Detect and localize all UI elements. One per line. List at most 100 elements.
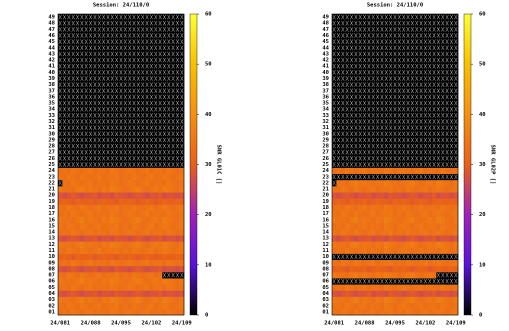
heatmap-cell [449, 284, 454, 291]
heatmap-cell [384, 265, 389, 273]
heatmap-cell [92, 210, 98, 218]
heatmap-cell [75, 290, 81, 297]
heatmap-cell [140, 192, 146, 199]
heatmap-cell [118, 259, 124, 267]
y-tick-label: 38 [48, 82, 55, 88]
heatmap-cell [175, 284, 180, 291]
heatmap-cell [75, 198, 81, 205]
heatmap-cell [388, 302, 394, 310]
heatmap-cell [332, 216, 337, 224]
heatmap-cell [110, 253, 115, 261]
heatmap-cell [405, 179, 411, 187]
y-tick-label: 33 [322, 113, 329, 119]
heatmap-cell [397, 192, 402, 199]
heatmap-cell [353, 302, 359, 310]
heatmap-cell [444, 284, 450, 291]
heatmap-cell [332, 308, 337, 316]
heatmap-cell [453, 284, 459, 291]
heatmap-cell [410, 204, 415, 211]
heatmap-cell [384, 216, 389, 224]
heatmap-cell [127, 253, 133, 261]
heatmap-cell [131, 259, 137, 267]
heatmap-cell [175, 253, 180, 261]
heatmap-cell [62, 308, 67, 316]
heatmap-cell [88, 308, 94, 316]
heatmap-cell [127, 216, 133, 224]
heatmap-cell [401, 284, 407, 291]
heatmap-cell [410, 290, 415, 297]
heatmap-cell [332, 222, 337, 230]
heatmap-cell [105, 308, 111, 316]
heatmap-cell [345, 210, 350, 218]
y-tick-label: 21 [322, 187, 329, 193]
heatmap-cell [79, 198, 85, 205]
heatmap-cell [71, 302, 76, 310]
heatmap-cell [157, 265, 163, 273]
heatmap-cell [453, 302, 459, 310]
heatmap-cell [127, 308, 133, 316]
heatmap-cell [166, 204, 172, 211]
heatmap-cell [153, 259, 159, 267]
heatmap-cell [162, 173, 167, 181]
heatmap-cell [340, 284, 346, 291]
heatmap-cell [136, 265, 141, 273]
heatmap-cell [332, 296, 337, 304]
heatmap-cell [440, 210, 446, 218]
heatmap-cell [162, 278, 167, 285]
heatmap-cell [62, 186, 67, 193]
heatmap-cell [379, 272, 385, 279]
heatmap-cell [418, 222, 424, 230]
heatmap-cell [449, 186, 454, 193]
heatmap-cell [101, 179, 107, 187]
heatmap-cell [410, 192, 415, 199]
heatmap-cell [136, 253, 141, 261]
heatmap-cell [71, 173, 76, 181]
heatmap-cell [110, 229, 115, 236]
heatmap-cell [66, 259, 72, 267]
heatmap-cell [66, 198, 72, 205]
y-tick-label: 08 [48, 266, 55, 272]
heatmap-cell [366, 186, 372, 193]
heatmap-cell [453, 241, 459, 248]
heatmap-cell [157, 216, 163, 224]
heatmap-cell [427, 290, 433, 297]
heatmap-cell [97, 179, 102, 187]
heatmap-cell [157, 186, 163, 193]
heatmap-cell [349, 179, 355, 187]
heatmap-cell [79, 284, 85, 291]
heatmap-cell [388, 229, 394, 236]
heatmap-cell [58, 186, 63, 193]
heatmap-cell [449, 265, 454, 273]
heatmap-cell [436, 186, 441, 193]
heatmap-cell [362, 216, 368, 224]
heatmap-cell [375, 167, 381, 175]
heatmap-cell [371, 229, 376, 236]
heatmap-cell [371, 222, 376, 230]
heatmap-cell [353, 186, 359, 193]
heatmap-cell [144, 253, 150, 261]
heatmap-cell [75, 167, 81, 175]
heatmap-cell [144, 216, 150, 224]
heatmap-cell [401, 216, 407, 224]
heatmap-cell [131, 192, 137, 199]
heatmap-cell [97, 241, 102, 248]
heatmap-cell [75, 173, 81, 181]
y-tick-label: 25 [48, 162, 55, 168]
heatmap-cell [349, 235, 355, 242]
heatmap-cell [140, 241, 146, 248]
heatmap-cell [127, 290, 133, 297]
heatmap-cell [362, 198, 368, 205]
heatmap-cell [58, 272, 63, 279]
heatmap-cell [397, 296, 402, 304]
heatmap-cell [140, 216, 146, 224]
heatmap-cell [453, 308, 459, 316]
heatmap-cell [79, 247, 85, 254]
heatmap-cell [371, 198, 376, 205]
heatmap-cell [123, 210, 128, 218]
heatmap-cell [179, 192, 185, 199]
heatmap-cell [336, 302, 341, 310]
y-tick-label: 22 [322, 180, 329, 186]
heatmap-cell [388, 247, 394, 254]
heatmap-cell [75, 229, 81, 236]
heatmap-cell [392, 216, 398, 224]
